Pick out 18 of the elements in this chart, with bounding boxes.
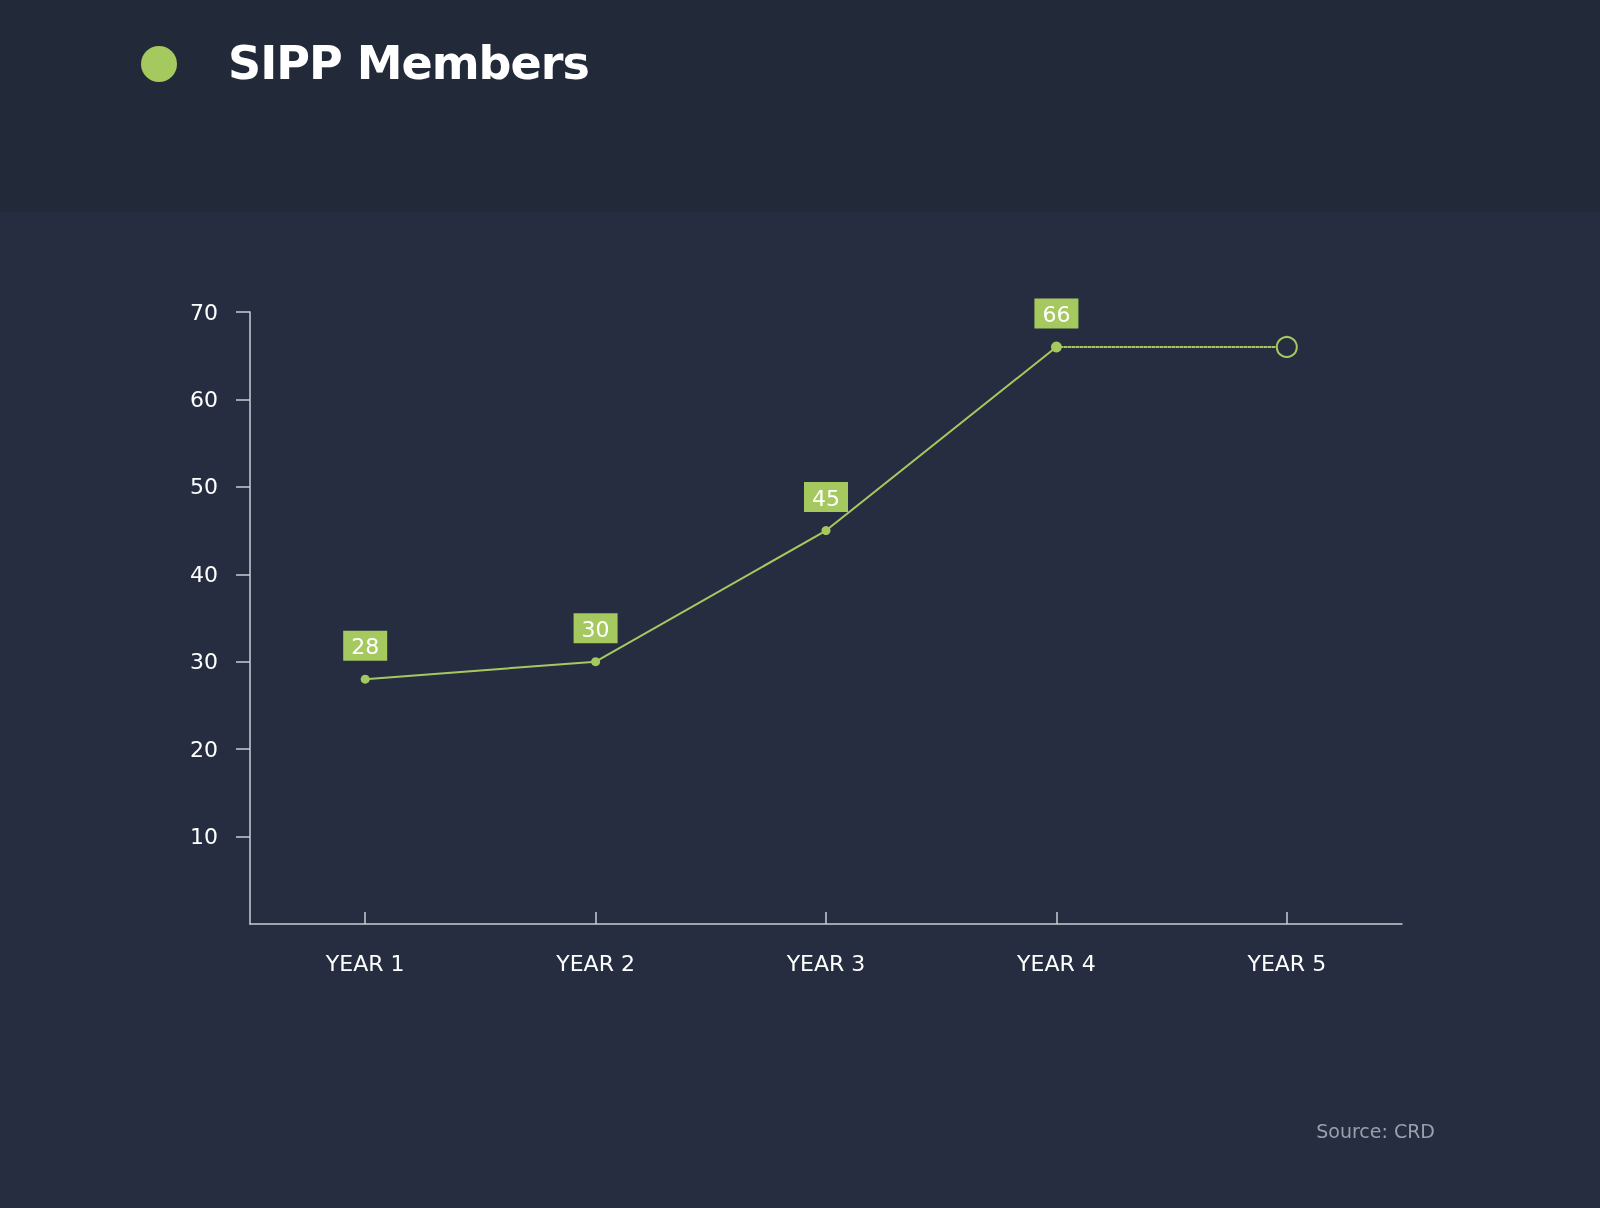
y-tick-label: 20 — [190, 736, 218, 762]
y-tick-label: 10 — [190, 824, 218, 850]
y-tick-label: 30 — [190, 649, 218, 675]
y-tick-label: 50 — [190, 474, 218, 500]
data-label: 66 — [1042, 301, 1071, 327]
y-tick-label: 70 — [190, 299, 218, 325]
x-tick-label: YEAR 3 — [785, 950, 866, 976]
data-label: 45 — [812, 485, 840, 511]
x-tick-label: YEAR 1 — [324, 950, 405, 976]
x-tick-label: YEAR 5 — [1246, 950, 1327, 976]
y-tick-label: 40 — [190, 561, 218, 587]
data-label: 28 — [351, 634, 380, 660]
x-tick-label: YEAR 2 — [555, 950, 635, 976]
x-tick-label: YEAR 4 — [1016, 950, 1096, 976]
y-tick-label: 60 — [190, 386, 218, 412]
chart-title: SIPP Members — [228, 36, 589, 90]
data-label: 30 — [581, 616, 610, 642]
source-note: Source: CRD — [1316, 1120, 1435, 1142]
